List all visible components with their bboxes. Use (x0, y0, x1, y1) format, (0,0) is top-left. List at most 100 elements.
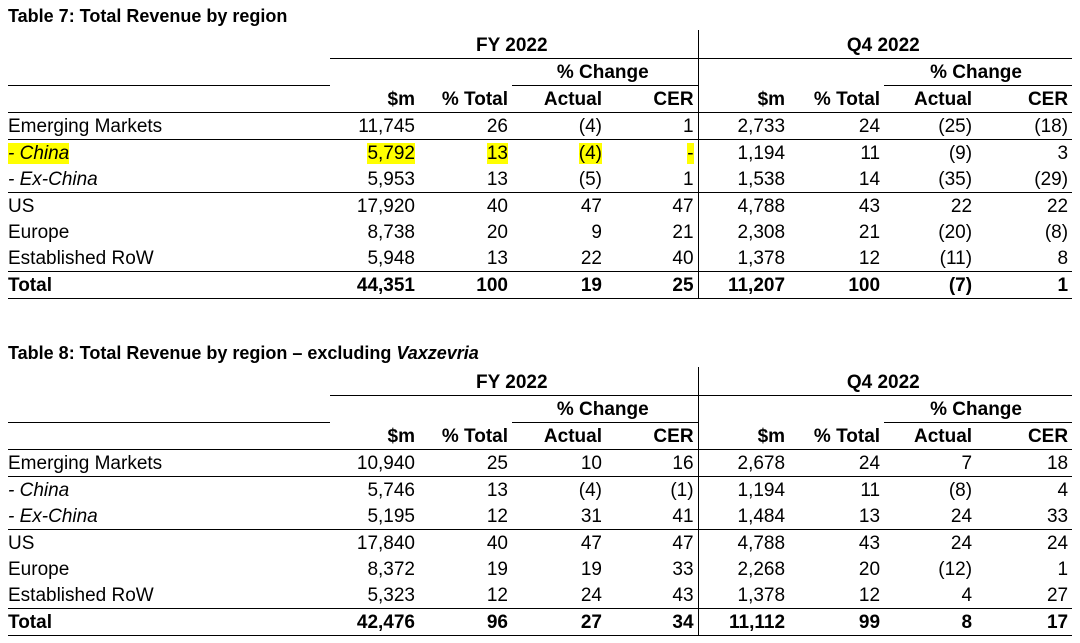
cell: 25 (419, 449, 512, 477)
col-m: $m (697, 422, 790, 450)
cell: 18 (976, 449, 1073, 477)
cell: 19 (486, 559, 508, 580)
row-label: US (8, 196, 35, 217)
cell: 42,476 (330, 608, 419, 636)
cell: 27 (1046, 585, 1069, 606)
cell: 99 (789, 608, 885, 636)
cell: 10 (512, 449, 606, 477)
cell: 22 (580, 248, 602, 269)
cell: 8,372 (367, 559, 415, 580)
cell: 11,745 (330, 112, 419, 140)
cell: 3 (1057, 143, 1069, 164)
cell: 19 (580, 559, 602, 580)
table-row: Emerging Markets 11,745 26 (4) 1 2,733 2… (8, 112, 1073, 140)
table-8: Table 8: Total Revenue by region – exclu… (8, 341, 1073, 636)
table-row: - Ex-China 5,953 13 (5) 1 1,538 14 (35) … (8, 166, 1073, 193)
fy-pct-change-header: % Change (512, 395, 699, 423)
cell: 2,733 (697, 112, 790, 140)
table-7: Table 7: Total Revenue by region FY 2022… (8, 4, 1073, 299)
cell: 33 (672, 559, 694, 580)
cell: 40 (486, 196, 508, 217)
row-label: Established RoW (8, 248, 154, 269)
cell: (29) (976, 166, 1073, 193)
cell-highlighted: 5,792 (367, 143, 415, 164)
cell: 11 (860, 143, 881, 164)
cell: 20 (486, 222, 508, 243)
row-label: Europe (8, 559, 70, 580)
fy-header: FY 2022 (330, 367, 699, 396)
cell: 17,920 (356, 196, 415, 217)
cell: (5) (512, 166, 606, 193)
cell: (8) (1044, 222, 1069, 243)
fy-header: FY 2022 (330, 30, 699, 59)
cell: 4 (961, 585, 973, 606)
cell: 27 (512, 608, 606, 636)
table-row: US 17,920 40 47 47 4,788 43 22 22 (8, 192, 1072, 219)
cell: 5,323 (367, 585, 415, 606)
cell: 5,195 (330, 503, 419, 530)
cell: 24 (950, 533, 973, 554)
cell: 33 (976, 503, 1073, 530)
cell: 4,788 (697, 529, 790, 556)
cell: 4,788 (697, 192, 790, 219)
table-row-total: Total 42,476 96 27 34 11,112 99 8 17 (8, 608, 1073, 636)
cell: 47 (672, 533, 694, 554)
cell: (7) (884, 271, 977, 299)
cell: 13 (486, 480, 508, 501)
table-row: Established RoW 5,948 13 22 40 1,378 12 … (8, 245, 1072, 272)
cell: 25 (606, 271, 699, 299)
cell: 24 (580, 585, 602, 606)
table-8-title-prefix: Table 8: Total Revenue by region – exclu… (8, 343, 397, 363)
cell: 14 (789, 166, 885, 193)
cell: 13 (789, 503, 885, 530)
table-8-grid: FY 2022 Q4 2022 % Change % Change $m % T… (8, 367, 1073, 636)
col-pct-total: % Total (789, 85, 885, 113)
cell: 5,746 (367, 480, 415, 501)
cell-highlighted: (4) (578, 143, 602, 164)
row-label: Europe (8, 222, 70, 243)
row-label-highlighted: - China (8, 143, 70, 164)
cell: 1 (606, 166, 699, 193)
row-label: Emerging Markets (8, 449, 330, 477)
cell: 1 (606, 112, 699, 140)
cell: 40 (486, 533, 508, 554)
cell: 13 (486, 248, 508, 269)
cell: 5,948 (367, 248, 415, 269)
cell: 12 (858, 248, 881, 269)
cell: 11 (860, 480, 881, 501)
cell-highlighted: 13 (486, 143, 508, 164)
col-cer: CER (606, 85, 699, 113)
table-row: Europe 8,738 20 9 21 2,308 21 (20) (8) (8, 219, 1072, 245)
cell: 17,840 (356, 533, 415, 554)
cell: 24 (884, 503, 977, 530)
row-label: - China (8, 480, 70, 501)
table-row: - China 5,792 13 (4) - 1,194 11 (9) 3 (8, 139, 1072, 166)
cell: 24 (1046, 533, 1069, 554)
cell: 12 (486, 585, 508, 606)
cell: 100 (419, 271, 512, 299)
cell: 43 (672, 585, 694, 606)
col-m: $m (697, 85, 790, 113)
cell: 21 (672, 222, 694, 243)
cell: (4) (578, 480, 602, 501)
cell: (18) (976, 112, 1073, 140)
cell: 1,378 (697, 582, 790, 609)
col-pct-total: % Total (419, 85, 512, 113)
col-pct-total: % Total (789, 422, 885, 450)
cell: 44,351 (330, 271, 419, 299)
cell: 2,308 (697, 219, 790, 245)
q4-pct-change-header: % Change (884, 58, 1073, 86)
cell: 4 (1057, 480, 1069, 501)
cell: (4) (512, 112, 606, 140)
cell: 10,940 (330, 449, 419, 477)
table-row: Europe 8,372 19 19 33 2,268 20 (12) 1 (8, 556, 1072, 582)
cell: 1 (976, 271, 1073, 299)
cell: 5,953 (330, 166, 419, 193)
table-row: US 17,840 40 47 47 4,788 43 24 24 (8, 529, 1072, 556)
table-7-grid: FY 2022 Q4 2022 % Change % Change $m % T… (8, 30, 1073, 299)
cell: 47 (580, 533, 602, 554)
cell: (8) (948, 480, 973, 501)
cell: 20 (858, 559, 881, 580)
cell: (1) (670, 480, 694, 501)
cell: 8 (884, 608, 977, 636)
